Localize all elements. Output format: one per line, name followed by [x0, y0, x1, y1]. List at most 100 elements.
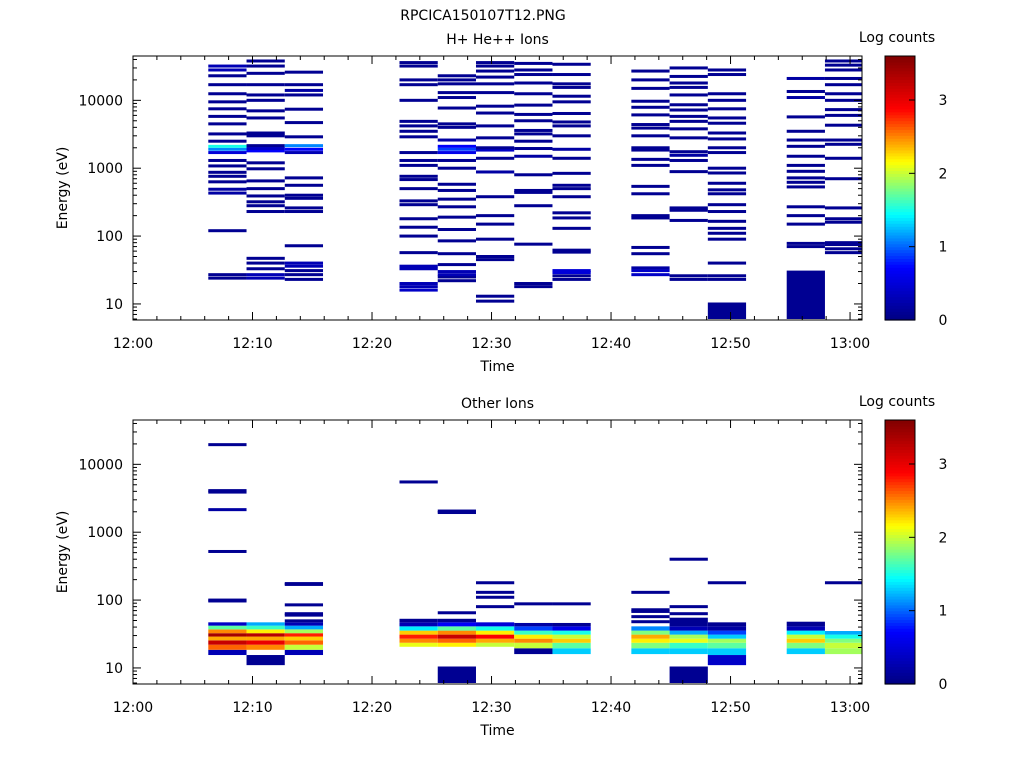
colorbar-segment [885, 607, 915, 612]
heatmap-cell [475, 590, 515, 594]
colorbar-segment [885, 146, 915, 151]
heatmap-cell [437, 626, 476, 631]
colorbar-segment [885, 79, 915, 83]
colorbar-segment [885, 305, 915, 309]
heatmap-cell [786, 648, 825, 655]
heatmap-cell [669, 114, 708, 118]
colorbar-segment [885, 152, 915, 157]
heatmap-cell [552, 156, 591, 160]
colorbar-segment [885, 243, 915, 248]
heatmap-cell [514, 103, 553, 107]
heatmap-cell [246, 131, 285, 135]
heatmap-cell [208, 174, 247, 178]
heatmap-cell [437, 82, 476, 86]
colorbar-segment [885, 584, 915, 588]
panel-title: Other Ions [461, 396, 534, 412]
heatmap-cell [514, 73, 553, 77]
heatmap-cell [208, 132, 247, 136]
heatmap-cell [284, 273, 324, 277]
x-tick-label: 12:10 [232, 336, 272, 352]
heatmap-cell [475, 214, 515, 218]
colorbar-tick-label: 1 [939, 604, 948, 620]
heatmap-cell [284, 603, 324, 607]
heatmap-cell [669, 626, 708, 631]
heatmap-cell [284, 629, 324, 634]
colorbar-segment [885, 631, 915, 635]
colorbar-segment [885, 226, 915, 230]
heatmap-cell [284, 644, 324, 650]
heatmap-cell [399, 199, 438, 203]
colorbar-segment [885, 669, 915, 673]
heatmap-cell [707, 166, 747, 170]
heatmap-cell [284, 633, 324, 637]
heatmap-cell [246, 187, 285, 191]
heatmap-cell [631, 146, 670, 150]
heatmap-cell [246, 109, 285, 113]
heatmap-cell [475, 136, 515, 140]
heatmap-cell [552, 638, 591, 643]
heatmap-cell [399, 282, 438, 286]
page-title: RPCICA150107T12.PNG [400, 8, 565, 24]
colorbar-segment [885, 642, 915, 647]
heatmap-cell [208, 100, 247, 104]
heatmap-cell [399, 217, 438, 221]
y-tick-label: 100 [96, 229, 123, 245]
colorbar-segment [885, 496, 915, 500]
heatmap-cell [246, 149, 285, 153]
colorbar-segment [885, 193, 915, 198]
heatmap-cell [284, 636, 324, 641]
heatmap-cell [246, 622, 285, 626]
colorbar-segment [885, 531, 915, 535]
heatmap-cell [475, 258, 515, 262]
colorbar-segment [885, 634, 915, 638]
heatmap-cell [475, 75, 515, 79]
heatmap-cell [437, 273, 476, 277]
colorbar-segment [885, 469, 915, 474]
heatmap-cell [399, 225, 438, 229]
heatmap-cell [824, 581, 862, 585]
colorbar-segment [885, 628, 915, 632]
heatmap-cell [707, 151, 747, 155]
heatmap-cell [284, 612, 324, 616]
heatmap-cell [208, 64, 247, 68]
heatmap-cell [552, 274, 591, 278]
colorbar-segment [885, 522, 915, 527]
colorbar-segment [885, 164, 915, 169]
colorbar-segment [885, 578, 915, 582]
heatmap-cell [824, 206, 862, 210]
heatmap-cell [514, 188, 553, 192]
heatmap-cell [631, 609, 670, 613]
colorbar-segment [885, 299, 915, 303]
heatmap-cell [208, 151, 247, 155]
heatmap-cell [631, 626, 670, 631]
heatmap-cell [514, 68, 553, 72]
heatmap-cell [514, 128, 553, 132]
heatmap-cell [824, 68, 862, 72]
colorbar-segment [885, 552, 915, 556]
heatmap-cell [707, 638, 747, 643]
heatmap-cell [786, 76, 825, 80]
colorbar-segment [885, 461, 915, 465]
heatmap-cell [552, 271, 591, 275]
heatmap-cell [707, 655, 747, 666]
heatmap-cell [437, 252, 476, 256]
colorbar-segment [885, 508, 915, 512]
colorbar-tick-label: 0 [939, 677, 948, 693]
colorbar-segment [885, 446, 915, 450]
heatmap-cell [399, 622, 438, 627]
colorbar-segment [885, 549, 915, 553]
heatmap-cell [707, 146, 747, 150]
heatmap-cell [208, 622, 247, 626]
heatmap-cell [399, 98, 438, 102]
heatmap-cell [514, 190, 553, 194]
heatmap-cell [707, 219, 747, 223]
heatmap-cell [246, 256, 285, 260]
x-axis-label: Time [479, 723, 514, 739]
heatmap-cell [707, 261, 747, 265]
heatmap-cell [631, 86, 670, 90]
heatmap-cell [284, 151, 324, 155]
heatmap-cell [399, 129, 438, 133]
colorbar-segment [885, 240, 915, 245]
heatmap-cell [824, 59, 862, 63]
